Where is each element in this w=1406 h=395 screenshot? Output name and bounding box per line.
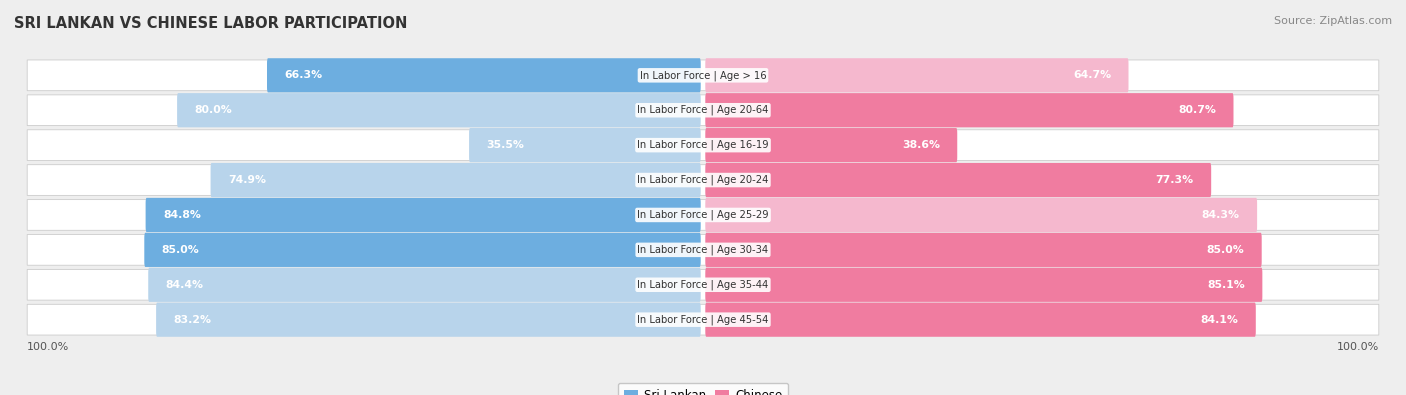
FancyBboxPatch shape — [27, 235, 1379, 265]
Text: 66.3%: 66.3% — [284, 70, 322, 80]
FancyBboxPatch shape — [145, 233, 700, 267]
FancyBboxPatch shape — [706, 93, 1233, 127]
FancyBboxPatch shape — [706, 233, 1261, 267]
Text: 74.9%: 74.9% — [228, 175, 266, 185]
FancyBboxPatch shape — [27, 269, 1379, 300]
Text: 38.6%: 38.6% — [901, 140, 939, 150]
FancyBboxPatch shape — [27, 165, 1379, 196]
FancyBboxPatch shape — [27, 130, 1379, 160]
FancyBboxPatch shape — [706, 128, 957, 162]
Text: 35.5%: 35.5% — [486, 140, 524, 150]
FancyBboxPatch shape — [156, 303, 700, 337]
FancyBboxPatch shape — [706, 163, 1211, 197]
Text: 84.1%: 84.1% — [1201, 315, 1239, 325]
Text: 84.3%: 84.3% — [1202, 210, 1240, 220]
FancyBboxPatch shape — [27, 304, 1379, 335]
FancyBboxPatch shape — [146, 198, 700, 232]
FancyBboxPatch shape — [706, 58, 1129, 92]
FancyBboxPatch shape — [470, 128, 700, 162]
Legend: Sri Lankan, Chinese: Sri Lankan, Chinese — [617, 383, 789, 395]
Text: 100.0%: 100.0% — [27, 342, 69, 352]
Text: 80.0%: 80.0% — [194, 105, 232, 115]
FancyBboxPatch shape — [27, 199, 1379, 230]
FancyBboxPatch shape — [148, 268, 700, 302]
Text: 84.8%: 84.8% — [163, 210, 201, 220]
FancyBboxPatch shape — [706, 303, 1256, 337]
Text: 83.2%: 83.2% — [173, 315, 211, 325]
FancyBboxPatch shape — [177, 93, 700, 127]
FancyBboxPatch shape — [706, 198, 1257, 232]
Text: In Labor Force | Age > 16: In Labor Force | Age > 16 — [640, 70, 766, 81]
Text: In Labor Force | Age 20-64: In Labor Force | Age 20-64 — [637, 105, 769, 115]
Text: In Labor Force | Age 16-19: In Labor Force | Age 16-19 — [637, 140, 769, 150]
FancyBboxPatch shape — [27, 95, 1379, 126]
FancyBboxPatch shape — [27, 60, 1379, 91]
Text: In Labor Force | Age 25-29: In Labor Force | Age 25-29 — [637, 210, 769, 220]
Text: 85.0%: 85.0% — [1206, 245, 1244, 255]
FancyBboxPatch shape — [211, 163, 700, 197]
Text: 85.0%: 85.0% — [162, 245, 200, 255]
Text: 77.3%: 77.3% — [1156, 175, 1194, 185]
Text: 64.7%: 64.7% — [1073, 70, 1111, 80]
Text: 84.4%: 84.4% — [166, 280, 204, 290]
Text: 85.1%: 85.1% — [1208, 280, 1244, 290]
Text: In Labor Force | Age 20-24: In Labor Force | Age 20-24 — [637, 175, 769, 185]
Text: In Labor Force | Age 35-44: In Labor Force | Age 35-44 — [637, 280, 769, 290]
FancyBboxPatch shape — [267, 58, 700, 92]
Text: In Labor Force | Age 30-34: In Labor Force | Age 30-34 — [637, 245, 769, 255]
Text: 100.0%: 100.0% — [1337, 342, 1379, 352]
FancyBboxPatch shape — [706, 268, 1263, 302]
Text: 80.7%: 80.7% — [1178, 105, 1216, 115]
Text: Source: ZipAtlas.com: Source: ZipAtlas.com — [1274, 16, 1392, 26]
Text: In Labor Force | Age 45-54: In Labor Force | Age 45-54 — [637, 314, 769, 325]
Text: SRI LANKAN VS CHINESE LABOR PARTICIPATION: SRI LANKAN VS CHINESE LABOR PARTICIPATIO… — [14, 16, 408, 31]
